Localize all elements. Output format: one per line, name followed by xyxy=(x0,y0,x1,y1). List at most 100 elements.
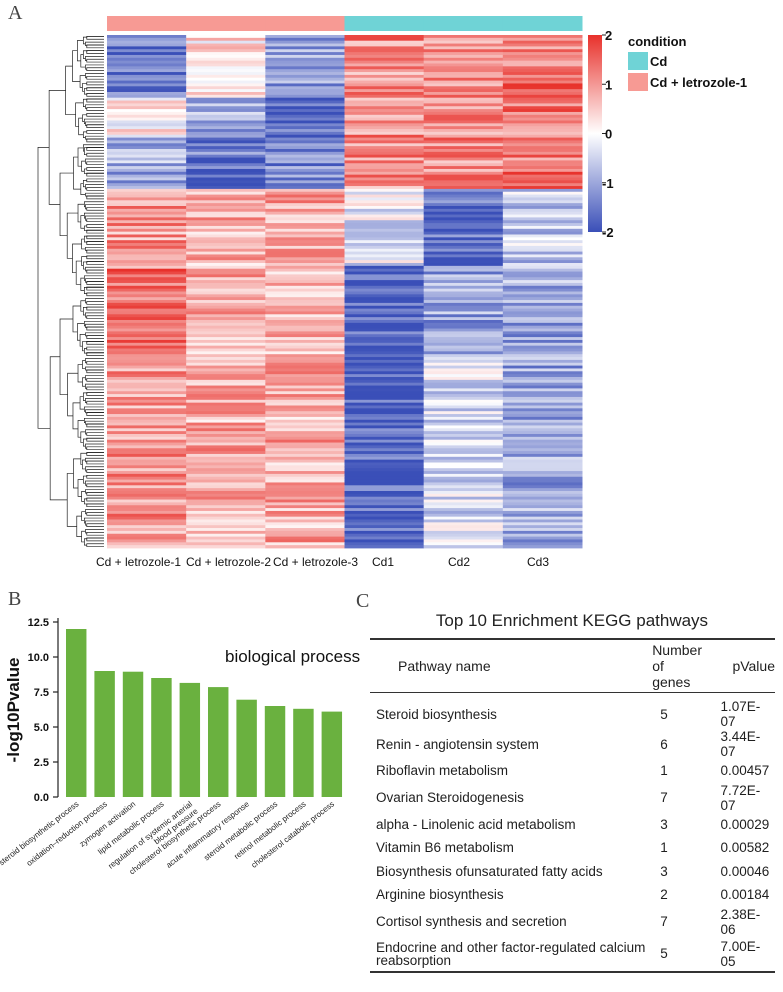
heatmap-cell xyxy=(265,109,345,113)
heatmap-cell xyxy=(502,63,583,67)
heatmap-cell xyxy=(502,74,583,79)
heatmap-cell xyxy=(344,451,425,455)
heatmap-cell xyxy=(107,342,187,347)
heatmap-cell xyxy=(502,220,583,224)
heatmap-cell xyxy=(344,271,425,275)
heatmap-column-labels: Cd + letrozole-1 Cd + letrozole-2 Cd + let… xyxy=(96,555,549,569)
heatmap-cell xyxy=(502,542,583,546)
y-tick-label: 7.5 xyxy=(34,687,49,699)
heatmap-cell xyxy=(344,414,425,418)
header-number-of-genes: Number of genes xyxy=(652,639,706,693)
heatmap-column-label: Cd3 xyxy=(527,555,549,569)
heatmap-cell xyxy=(502,151,583,156)
heatmap-cell xyxy=(344,251,425,255)
heatmap-cell xyxy=(186,63,266,67)
heatmap-cell xyxy=(423,516,504,520)
heatmap-cell xyxy=(423,243,504,247)
heatmap-cell xyxy=(265,183,345,187)
heatmap-cell xyxy=(186,322,266,327)
heatmap-cell xyxy=(502,285,583,290)
heatmap-cell xyxy=(502,77,583,81)
heatmap-cell xyxy=(107,442,187,446)
legend-swatch xyxy=(628,52,648,70)
heatmap-cell xyxy=(107,186,187,190)
heatmap-cell xyxy=(344,97,425,101)
heatmap-cell xyxy=(502,57,583,62)
heatmap-cell xyxy=(107,268,187,272)
kegg-row: Endocrine and other factor-regulated cal… xyxy=(370,937,775,972)
heatmap-cell xyxy=(344,491,425,495)
chart-title: biological process xyxy=(225,647,360,666)
heatmap-cell xyxy=(107,311,187,315)
heatmap-cell xyxy=(107,35,187,39)
heatmap-cell xyxy=(344,485,425,489)
heatmap-cell xyxy=(265,77,345,81)
heatmap-cell xyxy=(423,265,504,270)
heatmap-cell xyxy=(502,496,583,500)
gene-count: 7 xyxy=(660,914,668,929)
heatmap-cell xyxy=(186,265,266,270)
heatmap-cell xyxy=(423,160,504,164)
heatmap-cell xyxy=(107,97,187,101)
heatmap-cell xyxy=(186,491,266,495)
heatmap-cell xyxy=(344,268,425,272)
heatmap-cell xyxy=(265,302,345,307)
heatmap-cell xyxy=(265,100,345,104)
heatmap-cell xyxy=(265,131,345,136)
heatmap-cell xyxy=(107,519,187,523)
heatmap-cell xyxy=(107,220,187,224)
pvalue: 0.00184 xyxy=(720,887,770,903)
heatmap-cell xyxy=(344,337,425,341)
heatmap-cell xyxy=(502,422,583,426)
heatmap-column-label: Cd + letrozole-3 xyxy=(273,555,358,569)
heatmap-cell xyxy=(186,320,266,324)
heatmap-cell xyxy=(107,43,187,47)
heatmap-cell xyxy=(423,282,504,287)
heatmap-cell xyxy=(344,297,425,301)
heatmap-cell xyxy=(502,371,583,375)
heatmap-cell xyxy=(423,465,504,469)
heatmap-cell xyxy=(186,357,266,361)
heatmap-cell xyxy=(107,49,187,53)
heatmap-cell xyxy=(107,300,187,304)
heatmap-cell xyxy=(344,308,425,312)
heatmap-cell xyxy=(265,231,345,235)
heatmap-cell xyxy=(344,317,425,321)
heatmap-cell xyxy=(107,183,187,187)
bar xyxy=(151,678,172,797)
heatmap-cell xyxy=(107,499,187,503)
heatmap-cell xyxy=(423,143,504,147)
heatmap-cell xyxy=(265,54,345,59)
heatmap-cell xyxy=(502,265,583,270)
heatmap-cell xyxy=(265,294,345,298)
heatmap-cell xyxy=(423,203,504,207)
pathway-name: Steroid biosynthesis xyxy=(376,706,497,722)
heatmap-cell xyxy=(107,451,187,455)
heatmap-cell xyxy=(344,519,425,523)
heatmap-cell xyxy=(344,240,425,244)
heatmap-cell xyxy=(502,271,583,275)
heatmap-cell xyxy=(502,476,583,480)
heatmap-cell xyxy=(344,183,425,187)
heatmap-cell xyxy=(423,220,504,224)
heatmap-cell xyxy=(423,288,504,292)
heatmap-cell xyxy=(423,328,504,332)
y-tick-label: 10.0 xyxy=(28,652,49,664)
heatmap-cell xyxy=(265,57,345,62)
heatmap-cell xyxy=(265,357,345,361)
heatmap-cell xyxy=(107,325,187,329)
heatmap-cell xyxy=(423,49,504,53)
heatmap-cell xyxy=(265,391,345,395)
heatmap-cell xyxy=(265,297,345,301)
heatmap-cell xyxy=(344,314,425,318)
heatmap-cell xyxy=(502,468,583,472)
heatmap-cell xyxy=(502,522,583,526)
heatmap-cell xyxy=(502,294,583,298)
heatmap-cell xyxy=(186,131,266,136)
heatmap-cell xyxy=(265,268,345,272)
gene-count: 5 xyxy=(660,706,668,722)
heatmap-cell xyxy=(186,528,266,532)
heatmap-cell xyxy=(186,120,266,124)
heatmap-cell xyxy=(107,265,187,270)
heatmap-cell xyxy=(423,525,504,529)
